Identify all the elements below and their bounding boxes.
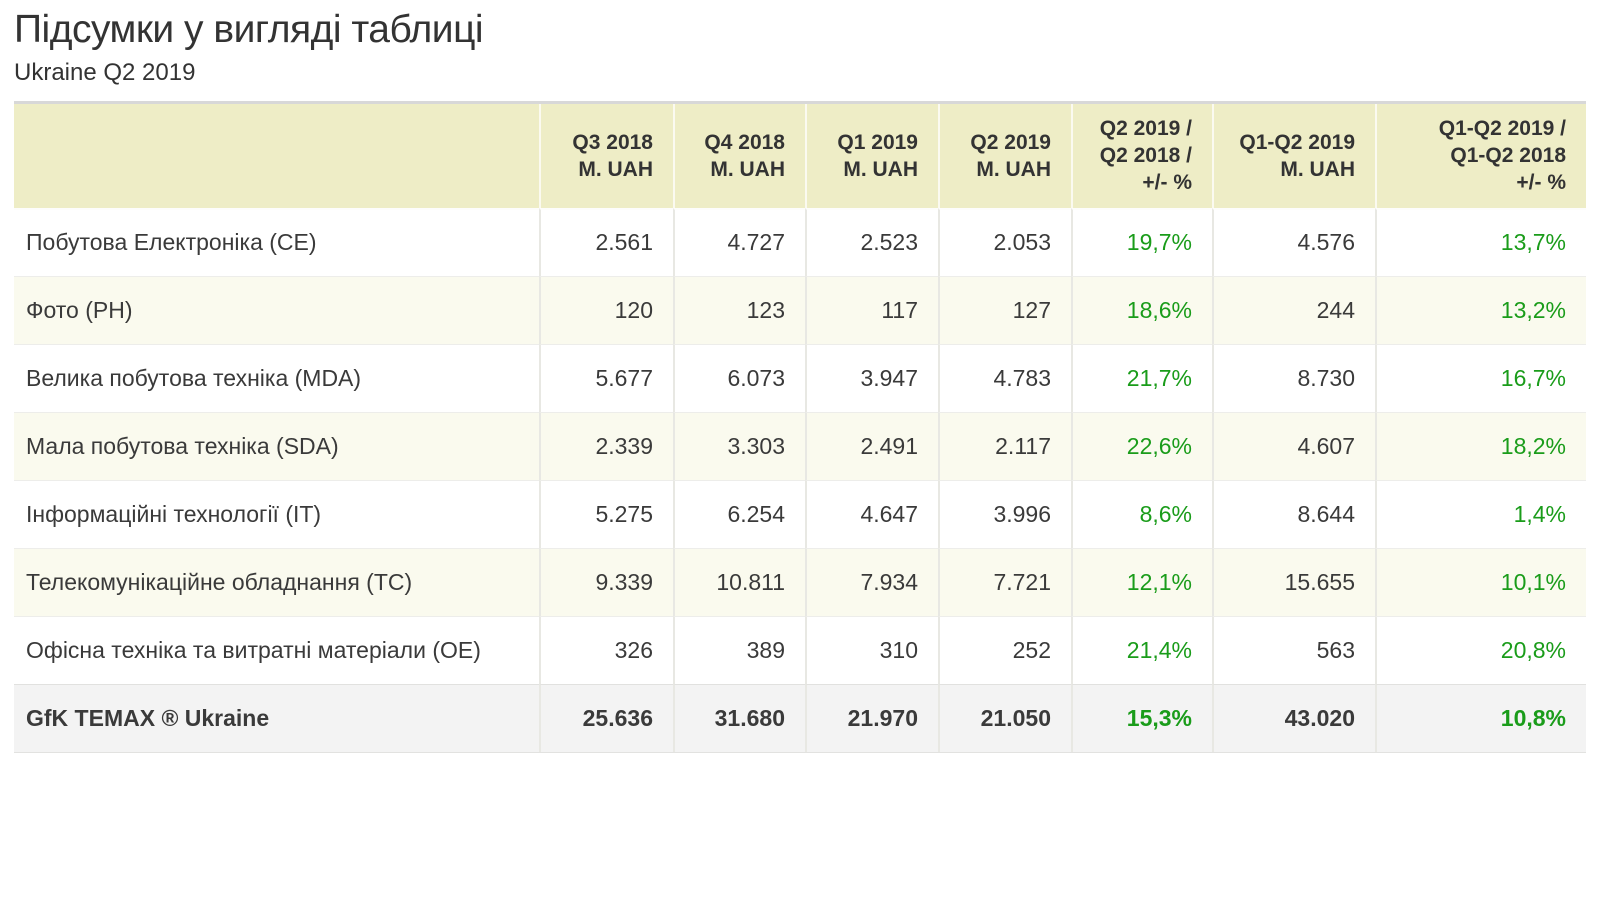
value-cell: 15.655 <box>1212 547 1375 616</box>
value-cell: 5.677 <box>539 343 673 412</box>
category-cell: Побутова Електроніка (CE) <box>14 207 539 276</box>
percent-cell: 18,2% <box>1375 411 1586 480</box>
category-cell: Велика побутова техніка (MDA) <box>14 343 539 412</box>
value-cell: 5.275 <box>539 479 673 548</box>
value-cell: 7.721 <box>938 547 1071 616</box>
temax-summary-table: Q3 2018 M. UAH Q4 2018 M. UAH Q1 2019 M.… <box>14 100 1586 753</box>
percent-cell: 16,7% <box>1375 343 1586 412</box>
value-cell: 252 <box>938 615 1071 684</box>
column-header-h1-2019: Q1-Q2 2019 M. UAH <box>1212 103 1375 208</box>
value-cell: 117 <box>805 275 938 344</box>
column-header-category <box>14 103 539 208</box>
report-page: Підсумки у вигляді таблиці Ukraine Q2 20… <box>14 8 1586 753</box>
percent-cell: 19,7% <box>1071 207 1212 276</box>
value-cell: 6.254 <box>673 479 805 548</box>
value-cell: 9.339 <box>539 547 673 616</box>
total-value-cell: 43.020 <box>1212 683 1375 752</box>
value-cell: 4.607 <box>1212 411 1375 480</box>
column-header-h1-change-pct: Q1-Q2 2019 / Q1-Q2 2018 +/- % <box>1375 103 1586 208</box>
value-cell: 2.053 <box>938 207 1071 276</box>
total-value-cell: 21.050 <box>938 683 1071 752</box>
value-cell: 7.934 <box>805 547 938 616</box>
table-row-ph: Фото (PH) 120 123 117 127 18,6% 244 13,2… <box>14 275 1586 344</box>
value-cell: 127 <box>938 275 1071 344</box>
value-cell: 3.303 <box>673 411 805 480</box>
percent-cell: 13,2% <box>1375 275 1586 344</box>
table-row-ce: Побутова Електроніка (CE) 2.561 4.727 2.… <box>14 207 1586 276</box>
total-category-cell: GfK TEMAX ® Ukraine <box>14 683 539 752</box>
total-value-cell: 31.680 <box>673 683 805 752</box>
percent-cell: 18,6% <box>1071 275 1212 344</box>
value-cell: 4.727 <box>673 207 805 276</box>
page-title: Підсумки у вигляді таблиці <box>14 8 484 51</box>
column-header-q4-2018: Q4 2018 M. UAH <box>673 103 805 208</box>
value-cell: 563 <box>1212 615 1375 684</box>
category-cell: Фото (PH) <box>14 275 539 344</box>
value-cell: 2.561 <box>539 207 673 276</box>
column-header-q2-2019: Q2 2019 M. UAH <box>938 103 1071 208</box>
table-row-oe: Офісна техніка та витратні матеріали (OE… <box>14 615 1586 684</box>
value-cell: 3.947 <box>805 343 938 412</box>
percent-cell: 10,1% <box>1375 547 1586 616</box>
category-cell: Офісна техніка та витратні матеріали (OE… <box>14 615 539 684</box>
column-header-q1-2019: Q1 2019 M. UAH <box>805 103 938 208</box>
page-subtitle: Ukraine Q2 2019 <box>14 58 196 86</box>
percent-cell: 12,1% <box>1071 547 1212 616</box>
category-cell: Мала побутова техніка (SDA) <box>14 411 539 480</box>
value-cell: 4.647 <box>805 479 938 548</box>
total-value-cell: 25.636 <box>539 683 673 752</box>
value-cell: 4.576 <box>1212 207 1375 276</box>
percent-cell: 21,4% <box>1071 615 1212 684</box>
column-header-q2-change-pct: Q2 2019 / Q2 2018 / +/- % <box>1071 103 1212 208</box>
column-header-q3-2018: Q3 2018 M. UAH <box>539 103 673 208</box>
table-row-sda: Мала побутова техніка (SDA) 2.339 3.303 … <box>14 411 1586 480</box>
value-cell: 2.339 <box>539 411 673 480</box>
table-total-row: GfK TEMAX ® Ukraine 25.636 31.680 21.970… <box>14 683 1586 752</box>
value-cell: 310 <box>805 615 938 684</box>
category-cell: Телекомунікаційне обладнання (TC) <box>14 547 539 616</box>
total-percent-cell: 15,3% <box>1071 683 1212 752</box>
total-percent-cell: 10,8% <box>1375 683 1586 752</box>
value-cell: 4.783 <box>938 343 1071 412</box>
percent-cell: 21,7% <box>1071 343 1212 412</box>
value-cell: 3.996 <box>938 479 1071 548</box>
value-cell: 8.730 <box>1212 343 1375 412</box>
value-cell: 2.523 <box>805 207 938 276</box>
value-cell: 123 <box>673 275 805 344</box>
percent-cell: 22,6% <box>1071 411 1212 480</box>
value-cell: 2.117 <box>938 411 1071 480</box>
value-cell: 389 <box>673 615 805 684</box>
table-row-it: Інформаційні технології (IT) 5.275 6.254… <box>14 479 1586 548</box>
value-cell: 244 <box>1212 275 1375 344</box>
percent-cell: 8,6% <box>1071 479 1212 548</box>
total-value-cell: 21.970 <box>805 683 938 752</box>
value-cell: 10.811 <box>673 547 805 616</box>
value-cell: 2.491 <box>805 411 938 480</box>
percent-cell: 13,7% <box>1375 207 1586 276</box>
table-row-mda: Велика побутова техніка (MDA) 5.677 6.07… <box>14 343 1586 412</box>
value-cell: 6.073 <box>673 343 805 412</box>
table-header-row: Q3 2018 M. UAH Q4 2018 M. UAH Q1 2019 M.… <box>14 103 1586 208</box>
percent-cell: 20,8% <box>1375 615 1586 684</box>
value-cell: 120 <box>539 275 673 344</box>
percent-cell: 1,4% <box>1375 479 1586 548</box>
table-row-tc: Телекомунікаційне обладнання (TC) 9.339 … <box>14 547 1586 616</box>
category-cell: Інформаційні технології (IT) <box>14 479 539 548</box>
value-cell: 8.644 <box>1212 479 1375 548</box>
value-cell: 326 <box>539 615 673 684</box>
